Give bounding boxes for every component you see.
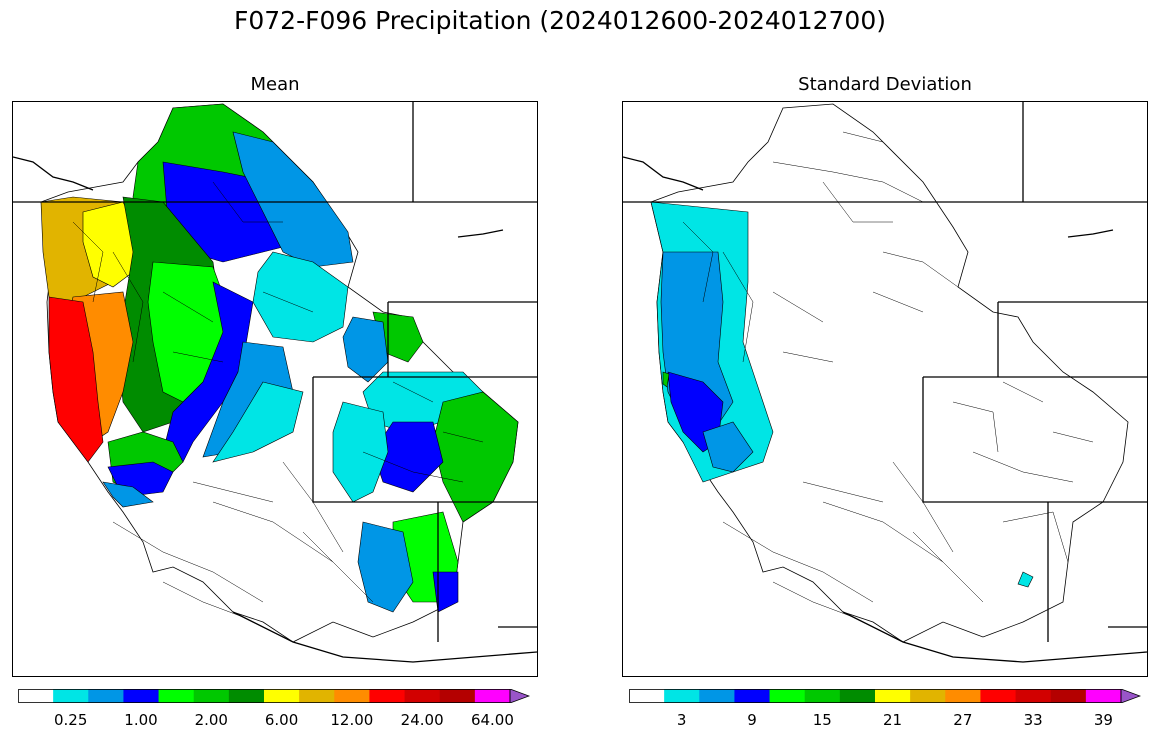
std-zone-lightblue-south (702, 421, 754, 473)
precip-zone-red-coast (48, 296, 104, 463)
colorbar-bin (664, 689, 700, 703)
political-boundaries (13, 102, 537, 663)
colorbar-bin (1015, 689, 1052, 703)
precip-zone-blue-far-southeast (432, 571, 459, 613)
colorbar-bin (474, 689, 511, 703)
colorbar-bin (910, 689, 946, 703)
colorbar-tick-label: 15 (812, 711, 832, 729)
colorbar-bin (88, 689, 124, 703)
colorbar-bin (769, 689, 806, 703)
colorbar-bin (804, 689, 841, 703)
std-zone-cyan-south (1017, 571, 1034, 588)
std-panel-title: Standard Deviation (798, 74, 972, 95)
colorbar-extend-triangle (509, 689, 530, 703)
colorbar-bin (839, 689, 876, 703)
mean-map (12, 101, 538, 677)
colorbar-bin (699, 689, 735, 703)
colorbar-tick-label: 2.00 (194, 711, 228, 729)
colorbar-bin (299, 689, 335, 703)
std-colorbar (629, 689, 1141, 703)
mean-map-canvas (13, 102, 537, 663)
colorbar-bin (629, 689, 665, 703)
colorbar-bin (875, 689, 911, 703)
colorbar-bin (228, 689, 265, 703)
precip-zone-cyan-southeast (332, 401, 389, 503)
precip-zone-lightblue-south (102, 481, 154, 508)
colorbar-tick-label: 0.25 (54, 711, 88, 729)
colorbar-tick-label: 12.00 (330, 711, 374, 729)
colorbar-bin (123, 689, 160, 703)
colorbar-tick-label: 9 (747, 711, 757, 729)
colorbar-bin (1050, 689, 1087, 703)
colorbar-tick-label: 33 (1023, 711, 1043, 729)
colorbar-bin (53, 689, 89, 703)
std-colorbar-ticks: 3 9 15 21 27 33 39 (629, 711, 1141, 731)
precip-zone-lightblue-north (232, 131, 354, 268)
colorbar-outline (18, 689, 511, 703)
colorbar-bin (18, 689, 54, 703)
colorbar-bin (734, 689, 771, 703)
figure-title: F072-F096 Precipitation (2024012600-2024… (233, 6, 886, 35)
political-boundaries (623, 102, 1147, 663)
colorbar-tick-label: 27 (953, 711, 973, 729)
std-map (622, 101, 1148, 677)
colorbar-bin (369, 689, 406, 703)
colorbar-tick-label: 6.00 (264, 711, 299, 729)
colorbar-bin (158, 689, 195, 703)
colorbar-bin (334, 689, 370, 703)
colorbar-bin (439, 689, 476, 703)
colorbar-bin (264, 689, 300, 703)
std-map-canvas (623, 102, 1147, 663)
colorbar-tick-label: 3 (676, 711, 687, 729)
mean-panel-title: Mean (250, 74, 300, 95)
colorbar-bin (1085, 689, 1122, 703)
precip-zone-lightblue-east (342, 316, 389, 383)
precip-zone-cyan-northeast (252, 251, 349, 343)
colorbar-bin (193, 689, 230, 703)
colorbar-tick-label: 21 (883, 711, 903, 729)
mean-colorbar (18, 689, 530, 703)
colorbar-tick-label: 1.00 (124, 711, 158, 729)
colorbar-bin (945, 689, 981, 703)
colorbar-outline (629, 689, 1122, 703)
colorbar-tick-label: 39 (1093, 711, 1113, 729)
precip-zone-cyan-central (212, 381, 304, 463)
colorbar-bin (404, 689, 441, 703)
colorbar-bin (980, 689, 1017, 703)
mean-colorbar-ticks: 0.25 1.00 2.00 6.00 12.00 24.00 64.00 (18, 711, 530, 731)
basin-lines (72, 181, 484, 618)
colorbar-extend-triangle (1120, 689, 1141, 703)
colorbar-tick-label: 64.00 (470, 711, 514, 729)
colorbar-tick-label: 24.00 (400, 711, 444, 729)
precip-zone-lightblue-southeast (357, 521, 414, 613)
std-zone-green-coast (662, 371, 670, 388)
basin-lines (682, 131, 1094, 618)
